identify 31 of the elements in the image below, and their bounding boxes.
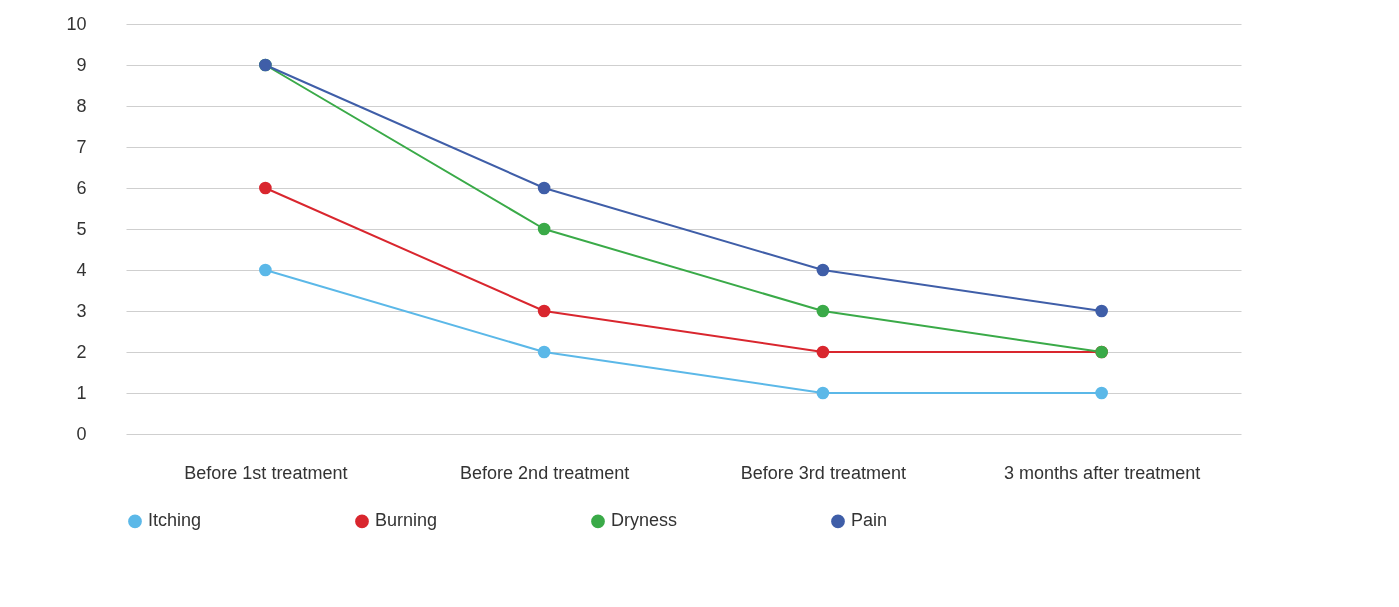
point [259, 263, 272, 277]
point [816, 345, 830, 359]
y-tick-label: 2 [76, 341, 87, 362]
point [816, 304, 830, 318]
y-tick-label: 10 [66, 13, 87, 34]
y-tick-label: 7 [76, 136, 87, 157]
legend-label: Burning [375, 510, 438, 531]
y-tick-label: 0 [76, 423, 87, 444]
point [816, 386, 830, 400]
point [1095, 386, 1108, 400]
y-tick-label: 5 [76, 218, 87, 239]
legend-label: Dryness [611, 510, 678, 531]
point [537, 222, 551, 236]
y-tick-label: 6 [76, 177, 87, 198]
y-tick-label: 4 [76, 259, 87, 280]
point [537, 304, 551, 318]
x-tick-label: Before 2nd treatment [460, 462, 630, 483]
point [816, 263, 830, 277]
y-tick-label: 8 [76, 95, 87, 116]
point [259, 181, 272, 195]
point [537, 181, 551, 195]
y-tick-label: 3 [76, 300, 87, 321]
x-tick-label: Before 1st treatment [184, 462, 348, 483]
legend-label: Itching [148, 510, 202, 531]
legend-label: Pain [851, 510, 888, 531]
point [1095, 304, 1108, 318]
y-tick-label: 1 [76, 382, 87, 403]
x-tick-label: Before 3rd treatment [740, 462, 906, 483]
point [537, 345, 551, 359]
x-tick-label: 3 months after treatment [1004, 462, 1201, 483]
y-tick-label: 9 [76, 54, 87, 75]
